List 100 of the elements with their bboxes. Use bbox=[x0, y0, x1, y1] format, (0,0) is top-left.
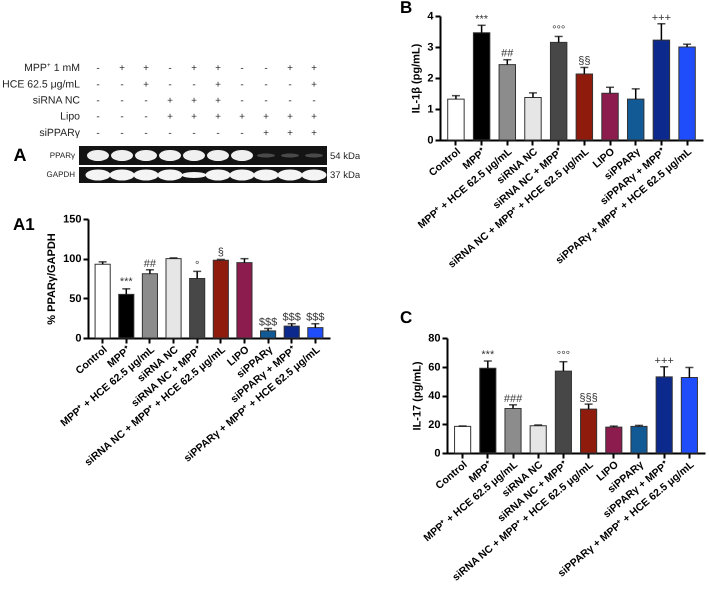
annotation: § bbox=[218, 246, 224, 259]
y-tick-label: 0 bbox=[434, 448, 440, 460]
text: + bbox=[311, 79, 317, 90]
bar bbox=[576, 73, 594, 140]
text: - bbox=[312, 96, 316, 106]
text: - bbox=[240, 63, 244, 74]
text: - bbox=[144, 128, 148, 139]
y-tick-label: 50 bbox=[69, 292, 82, 305]
text: - bbox=[120, 112, 124, 123]
y-tick-label: 4 bbox=[427, 10, 434, 22]
text: PPARγ bbox=[50, 151, 75, 160]
text: + bbox=[167, 96, 173, 106]
annotation: $$$ bbox=[306, 312, 325, 324]
bar bbox=[454, 426, 472, 454]
text: - bbox=[144, 112, 148, 123]
bar bbox=[530, 425, 547, 454]
text: - bbox=[120, 79, 124, 90]
text: + bbox=[191, 63, 197, 74]
category-label: siRNA NC bbox=[32, 94, 80, 106]
bar bbox=[605, 426, 622, 454]
bar bbox=[626, 98, 644, 140]
y-tick-label: 2 bbox=[427, 72, 434, 84]
annotation: +++ bbox=[654, 354, 674, 367]
text: - bbox=[192, 128, 196, 139]
annotation: ° bbox=[194, 259, 200, 272]
y-tick-label: 1 bbox=[427, 104, 434, 116]
bar bbox=[630, 426, 648, 454]
text: + bbox=[191, 96, 197, 106]
bar bbox=[212, 260, 229, 338]
text: + bbox=[311, 63, 317, 74]
text: - bbox=[240, 96, 244, 106]
annotation: *** bbox=[481, 349, 495, 361]
bar bbox=[498, 64, 516, 140]
bar bbox=[94, 264, 111, 338]
text: 37 kDa bbox=[330, 170, 361, 181]
bar bbox=[142, 273, 158, 338]
y-tick-label: 150 bbox=[63, 214, 82, 226]
text: - bbox=[96, 128, 100, 139]
text: 54 kDa bbox=[330, 151, 361, 162]
text: - bbox=[96, 96, 100, 106]
text: + bbox=[215, 112, 221, 123]
annotation: +++ bbox=[652, 12, 672, 24]
text: GAPDH bbox=[46, 170, 76, 179]
text: - bbox=[264, 96, 268, 106]
text: + bbox=[119, 63, 125, 74]
text: - bbox=[240, 128, 244, 139]
y-tick-label: 0 bbox=[75, 332, 82, 344]
y-axis-title: % PPARγ/GAPDH bbox=[46, 233, 58, 325]
chart-title: A1 bbox=[13, 215, 35, 234]
text: + bbox=[143, 79, 149, 90]
annotation: *** bbox=[475, 13, 489, 26]
annotation: $$$ bbox=[258, 316, 278, 328]
bar bbox=[550, 42, 568, 140]
text: + bbox=[311, 128, 317, 139]
text: - bbox=[264, 79, 268, 90]
annotation: ## bbox=[144, 258, 157, 270]
y-tick-label: 60 bbox=[428, 361, 440, 374]
bar bbox=[656, 376, 673, 454]
bar bbox=[447, 98, 465, 140]
text: - bbox=[288, 79, 292, 90]
y-tick-label: 40 bbox=[428, 390, 440, 402]
bar bbox=[580, 408, 598, 454]
text: + bbox=[215, 79, 221, 90]
text: + bbox=[215, 96, 221, 106]
annotation: ## bbox=[501, 47, 514, 60]
bar bbox=[504, 408, 522, 454]
y-axis-title: IL-1β (pg/mL) bbox=[410, 43, 422, 114]
text: - bbox=[216, 128, 220, 139]
text: - bbox=[168, 128, 172, 139]
text: + bbox=[287, 112, 293, 123]
text: - bbox=[144, 96, 148, 106]
annotation: §§§ bbox=[579, 392, 598, 404]
y-tick-label: 100 bbox=[63, 253, 82, 266]
text: - bbox=[168, 79, 172, 90]
chart-title: C bbox=[400, 308, 412, 327]
text: + bbox=[263, 112, 269, 123]
chart-title: B bbox=[400, 0, 412, 17]
category-label: HCE 62.5 μg/mL bbox=[2, 78, 80, 90]
annotation: °°° bbox=[552, 24, 566, 36]
bar bbox=[307, 327, 324, 338]
bar bbox=[678, 46, 696, 140]
text: - bbox=[168, 63, 172, 74]
text: A bbox=[14, 145, 26, 165]
bar bbox=[554, 370, 572, 454]
bar bbox=[652, 40, 670, 140]
text: - bbox=[192, 79, 196, 90]
y-axis-title: IL-17 (pg/mL) bbox=[411, 361, 424, 431]
text: + bbox=[191, 112, 197, 123]
text: - bbox=[240, 79, 244, 90]
annotation: $$$ bbox=[282, 312, 301, 324]
bar bbox=[601, 92, 619, 140]
text: - bbox=[120, 96, 124, 106]
text: + bbox=[263, 128, 269, 139]
text: + bbox=[287, 128, 293, 139]
y-tick-label: 20 bbox=[428, 418, 440, 431]
category-label: siPPARγ bbox=[39, 126, 80, 139]
text: + bbox=[167, 112, 173, 123]
y-tick-label: 3 bbox=[427, 42, 434, 54]
text: - bbox=[120, 128, 124, 139]
text: - bbox=[96, 79, 100, 90]
